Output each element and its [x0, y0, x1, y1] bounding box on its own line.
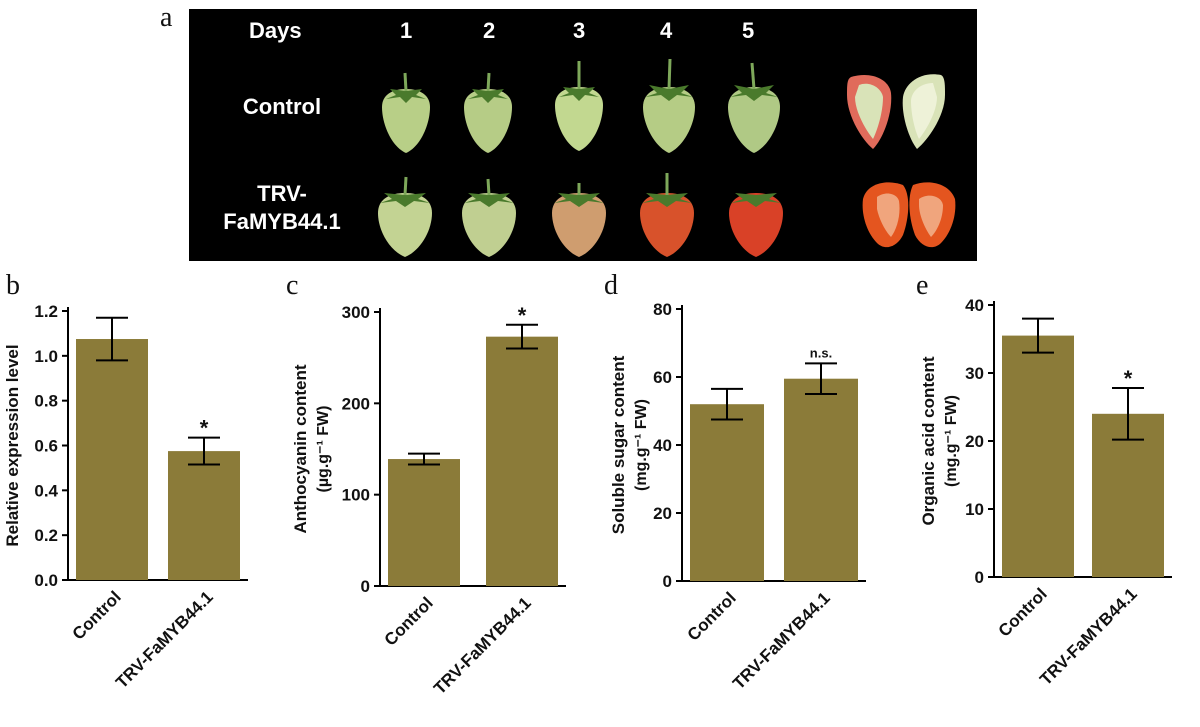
y-axis-title: Organic acid content: [919, 356, 938, 525]
significance-label: n.s.: [810, 345, 832, 360]
y-tick-label: 0.4: [34, 481, 58, 500]
y-tick-label: 1.2: [34, 302, 58, 321]
day-label-4: 4: [660, 18, 673, 43]
row-label-control: Control: [197, 93, 367, 121]
x-tick-label: TRV-FaMYB44.1: [112, 587, 217, 692]
days-header: Days: [249, 18, 302, 43]
significance-label: *: [518, 303, 527, 328]
day-label-1: 1: [400, 18, 413, 43]
y-tick-label: 0: [361, 577, 370, 596]
chart-organic-acid: 0 10 20 30 40 Control * TRV-FaMYB44.1 Organic ac…: [919, 296, 1172, 689]
control-fruit-day2: [464, 72, 512, 153]
row-label-trv-line2: FaMYB44.1: [223, 209, 341, 234]
y-axis-title: Relative expression level: [3, 344, 22, 546]
chart-anthocyanin: 0 100 200 300 Control * TRV-FaMYB44.1 Anthocyan…: [291, 303, 566, 698]
bar-control: [388, 459, 460, 586]
y-tick-label: 40: [965, 296, 984, 315]
control-fruit-day3: [555, 61, 603, 151]
control-fruit-day1: [382, 72, 430, 153]
panel-letter-d: d: [604, 270, 618, 301]
x-tick-label: TRV-FaMYB44.1: [430, 593, 535, 698]
row-label-trv-line1: TRV-: [257, 181, 307, 206]
day-label-5: 5: [742, 18, 755, 43]
y-axis-unit: (µg.g⁻¹ FW): [315, 406, 332, 493]
control-fruit-day5: [728, 62, 780, 153]
y-tick-label: 10: [965, 500, 984, 519]
day-label-2: 2: [483, 18, 496, 43]
x-tick-label: Control: [995, 584, 1051, 640]
y-tick-label: 1.0: [34, 347, 58, 366]
bar-trv-famyb44.1: [486, 336, 558, 586]
x-tick-label: Control: [69, 587, 125, 643]
panel-letter-b: b: [6, 270, 20, 301]
trv-fruit-day1: [378, 176, 432, 257]
fruit-photo-panel: Days 1 2 3 4 5 Control TRV- FaMYB44.1: [189, 9, 977, 261]
control-fruit-section: [847, 74, 945, 149]
y-tick-label: 300: [342, 303, 370, 322]
day-label-3: 3: [573, 18, 586, 43]
x-tick-label: Control: [684, 588, 740, 644]
y-tick-label: 0.8: [34, 392, 58, 411]
bar-control: [76, 339, 148, 580]
significance-label: *: [200, 416, 209, 441]
y-axis-unit: (mg.g⁻¹ FW): [633, 399, 650, 491]
y-tick-label: 0: [975, 568, 984, 587]
y-tick-label: 200: [342, 394, 370, 413]
x-tick-label: TRV-FaMYB44.1: [729, 588, 834, 693]
y-tick-label: 20: [965, 432, 984, 451]
y-tick-label: 60: [653, 368, 672, 387]
y-tick-label: 80: [653, 300, 672, 319]
trv-fruit-day4: [640, 173, 694, 257]
control-fruit-day4: [643, 58, 695, 153]
x-tick-label: TRV-FaMYB44.1: [1036, 584, 1141, 689]
y-axis-unit: (mg.g⁻¹ FW): [943, 395, 960, 487]
bar-control: [690, 404, 764, 581]
panel-letter-a: a: [160, 2, 173, 33]
chart-soluble-sugar: 0 20 40 60 80 Control n.s. TRV-FaMYB44.1 Soluble…: [609, 300, 866, 693]
y-tick-label: 40: [653, 436, 672, 455]
trv-fruit-day3: [552, 183, 606, 257]
y-tick-label: 30: [965, 364, 984, 383]
y-tick-label: 0.6: [34, 437, 58, 456]
y-tick-label: 0.2: [34, 526, 58, 545]
y-tick-label: 20: [653, 504, 672, 523]
bar-trv-famyb44.1: [168, 451, 240, 580]
y-tick-label: 100: [342, 486, 370, 505]
trv-fruit-day5: [729, 193, 783, 257]
y-tick-label: 0: [663, 572, 672, 591]
x-tick-label: Control: [381, 593, 437, 649]
y-tick-label: 0.0: [34, 571, 58, 590]
panel-letter-c: c: [286, 270, 299, 301]
significance-label: *: [1124, 366, 1133, 391]
bar-control: [1002, 335, 1074, 577]
bar-trv-famyb44.1: [784, 378, 858, 581]
y-axis-title: Anthocyanin content: [291, 364, 310, 533]
trv-fruit-day2: [462, 178, 516, 257]
y-axis-title: Soluble sugar content: [609, 355, 628, 534]
row-label-control-text: Control: [242, 94, 322, 119]
panel-letter-e: e: [916, 270, 929, 301]
trv-fruit-section: [862, 182, 956, 248]
bar-trv-famyb44.1: [1092, 413, 1164, 577]
row-label-trv: TRV- FaMYB44.1: [197, 180, 367, 236]
chart-relative-expression: 0.0 0.2 0.4 0.6 0.8 1.0 1.2 Control * TRV-FaMYB44…: [3, 302, 248, 692]
